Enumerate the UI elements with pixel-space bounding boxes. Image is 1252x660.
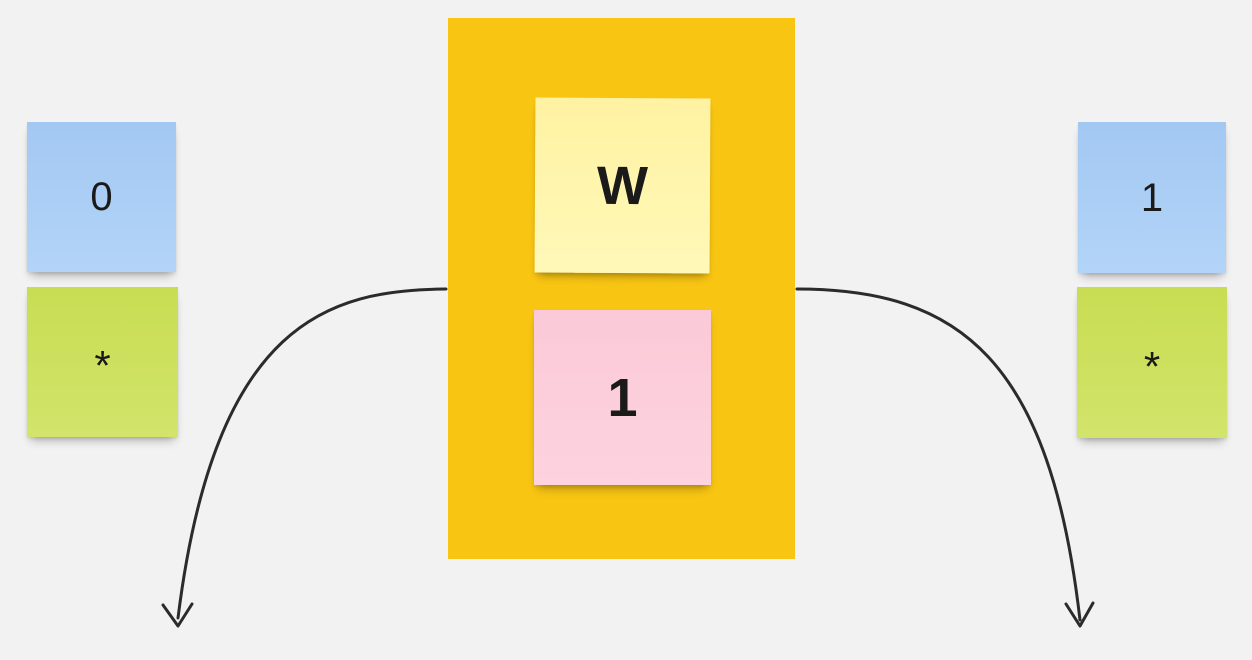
- left-arrow-head-icon: [161, 602, 194, 628]
- sticky-note-right-bottom-label: *: [1143, 342, 1161, 390]
- sticky-note-left-bottom-label: *: [94, 342, 111, 389]
- right-arrow-head-icon: [1064, 601, 1095, 628]
- sticky-note-1-center[interactable]: 1: [534, 310, 711, 485]
- right-arrow-line[interactable]: [795, 287, 1082, 622]
- sticky-note-left-top-label: 0: [90, 175, 113, 219]
- sticky-note-right-top-label: 1: [1140, 175, 1164, 220]
- sticky-note-right-top[interactable]: 1: [1078, 122, 1226, 273]
- sticky-note-left-top[interactable]: 0: [27, 122, 176, 272]
- sticky-note-w[interactable]: W: [534, 97, 711, 274]
- sticky-note-right-bottom[interactable]: *: [1077, 287, 1227, 438]
- sticky-note-w-label: W: [596, 155, 649, 216]
- left-arrow-line[interactable]: [176, 287, 448, 620]
- sticky-note-1-center-label: 1: [607, 367, 638, 428]
- sticky-note-left-bottom[interactable]: *: [27, 287, 178, 437]
